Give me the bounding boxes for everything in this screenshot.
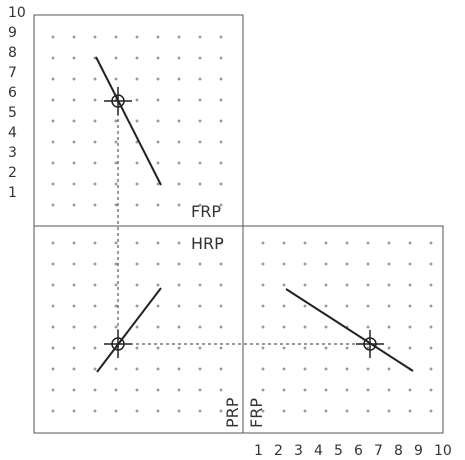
side-view-line — [286, 289, 413, 371]
scale-number: 4 — [8, 125, 17, 141]
crosshair-circle-icon — [104, 330, 132, 358]
scale-number: 10 — [8, 5, 26, 21]
scale-number: 8 — [8, 45, 17, 61]
scale-number: 6 — [354, 443, 363, 459]
scale-number: 10 — [434, 443, 452, 459]
scale-number: 5 — [334, 443, 343, 459]
bottom-number-scale: 1 2 3 4 5 6 7 8 9 10 — [254, 443, 452, 459]
horizontal-dot-grid — [52, 242, 223, 413]
profile-dot-grid — [262, 242, 433, 413]
scale-number: 2 — [274, 443, 283, 459]
left-number-scale: 10 9 8 7 6 5 4 3 2 1 — [8, 5, 26, 201]
profile-plane-panel — [243, 226, 443, 433]
hrp-label: HRP — [191, 234, 224, 253]
scale-number: 6 — [8, 85, 17, 101]
scale-number: 9 — [414, 443, 423, 459]
scale-number: 9 — [8, 25, 17, 41]
frontal-dot-grid — [52, 36, 223, 207]
scale-number: 3 — [294, 443, 303, 459]
scale-number: 5 — [8, 105, 17, 121]
scale-number: 4 — [314, 443, 323, 459]
horizontal-plane-panel — [34, 226, 243, 433]
frp-label: FRP — [191, 202, 221, 221]
scale-number: 7 — [374, 443, 383, 459]
scale-number: 7 — [8, 65, 17, 81]
front-view-line — [96, 57, 161, 185]
crosshair-circle-icon — [104, 87, 132, 115]
scale-number: 1 — [8, 185, 17, 201]
scale-number: 3 — [8, 145, 17, 161]
scale-number: 1 — [254, 443, 263, 459]
frp-side-label: FRP — [247, 398, 266, 428]
top-view-line — [97, 288, 161, 372]
crosshair-circle-icon — [356, 330, 384, 358]
scale-number: 2 — [8, 165, 17, 181]
scale-number: 8 — [394, 443, 403, 459]
prp-label: PRP — [223, 397, 242, 428]
